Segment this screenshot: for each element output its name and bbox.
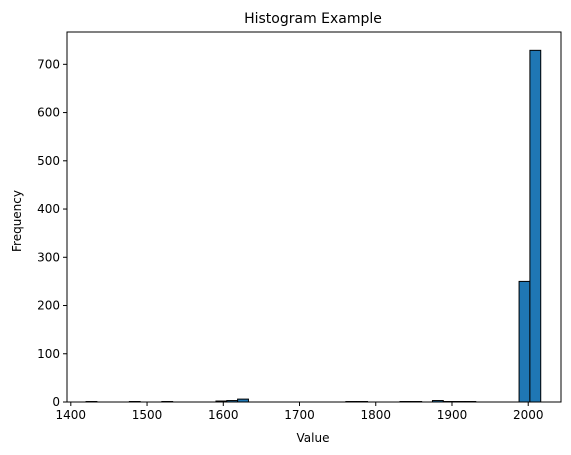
x-tick-label: 1600 [208,408,239,422]
y-tick-label: 400 [37,202,60,216]
x-tick-label: 1400 [56,408,87,422]
x-tick-label: 1700 [284,408,315,422]
x-axis-label: Value [297,431,330,445]
axes-frame [66,31,562,403]
chart-title: Histogram Example [244,11,382,27]
y-tick-label: 300 [37,250,60,264]
histogram-bar [529,49,542,403]
x-tick-label: 2000 [513,408,544,422]
x-tick-label: 1500 [132,408,163,422]
y-tick-label: 600 [37,106,60,120]
x-tick-label: 1800 [360,408,391,422]
histogram-bar [518,280,531,403]
y-tick-label: 500 [37,154,60,168]
y-tick-label: 100 [37,347,60,361]
plot-area: 1400 1500 1600 1700 1800 1900 2000 0 100 200 300 40… [37,31,562,422]
histogram-bars [85,49,542,403]
y-tick-label: 200 [37,299,60,313]
y-axis-label: Frequency [10,190,24,252]
y-tick-label: 700 [37,57,60,71]
x-tick-label: 1900 [437,408,468,422]
y-tick-label: 0 [52,395,60,409]
